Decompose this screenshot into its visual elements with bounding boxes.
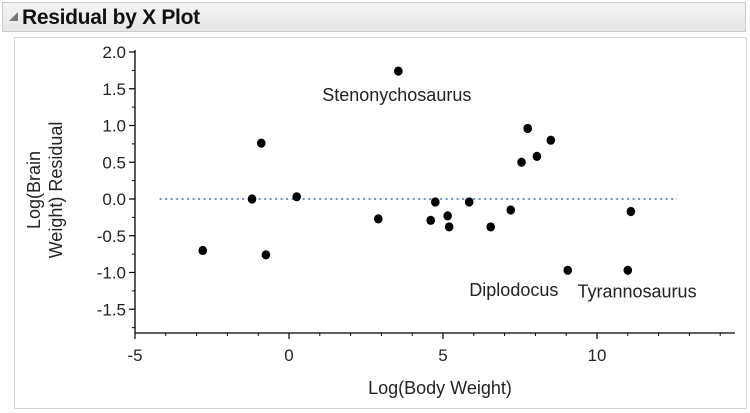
point-annotation: Stenonychosaurus [322, 85, 471, 105]
data-point [431, 197, 440, 207]
outline-header[interactable]: Residual by X Plot [2, 2, 746, 32]
x-tick-label: -5 [127, 346, 142, 365]
y-tick-label: 1.0 [102, 117, 126, 136]
disclosure-triangle-icon[interactable] [9, 12, 18, 21]
data-point [426, 215, 435, 225]
y-tick-label: -1.0 [97, 264, 126, 283]
data-point [292, 192, 302, 202]
labels-layer: Stenonychosaurus Diplodocus Tyrannosaurus [322, 85, 696, 301]
y-tick-label: 2.0 [102, 43, 126, 62]
data-point [623, 265, 633, 275]
data-point [394, 66, 403, 76]
axes-layer: 2.0 1.5 1.0 0.5 0.0 -0.5 -1.0 -1.5 -5 0 5 10 Log(Bod… [24, 43, 735, 398]
y-axis-title-line: Log(Brain [24, 151, 44, 229]
y-axis-title: Log(Brain Weight) Residual [24, 122, 66, 259]
data-point [546, 135, 556, 145]
data-point [517, 157, 526, 167]
y-tick-label: -0.5 [97, 227, 126, 246]
data-point [464, 197, 474, 207]
data-point [247, 194, 257, 204]
x-tick-label: 5 [438, 346, 447, 365]
x-axis-title: Log(Body Weight) [368, 378, 512, 398]
data-point [261, 250, 271, 260]
data-point [532, 151, 542, 161]
y-tick-label: 0.0 [102, 190, 126, 209]
data-point [563, 265, 573, 275]
y-tick-label: 0.5 [102, 153, 126, 172]
report-title: Residual by X Plot [22, 6, 200, 29]
x-tick-label: 10 [588, 346, 607, 365]
y-tick-label: -1.5 [97, 300, 126, 319]
point-annotation: Diplodocus [469, 280, 558, 300]
data-point [198, 245, 208, 256]
data-point [444, 222, 454, 232]
data-point [443, 211, 452, 221]
data-point [374, 214, 383, 224]
data-point [486, 222, 496, 232]
points-layer [198, 66, 636, 275]
x-tick-label: 0 [284, 346, 293, 365]
plot-panel [14, 37, 747, 409]
point-annotation: Tyrannosaurus [578, 281, 697, 301]
data-point [626, 206, 636, 217]
y-axis-title-line: Weight) Residual [46, 122, 66, 259]
data-point [523, 123, 532, 134]
y-tick-label: 1.5 [102, 80, 126, 99]
data-point [506, 205, 516, 215]
data-point [256, 138, 266, 148]
